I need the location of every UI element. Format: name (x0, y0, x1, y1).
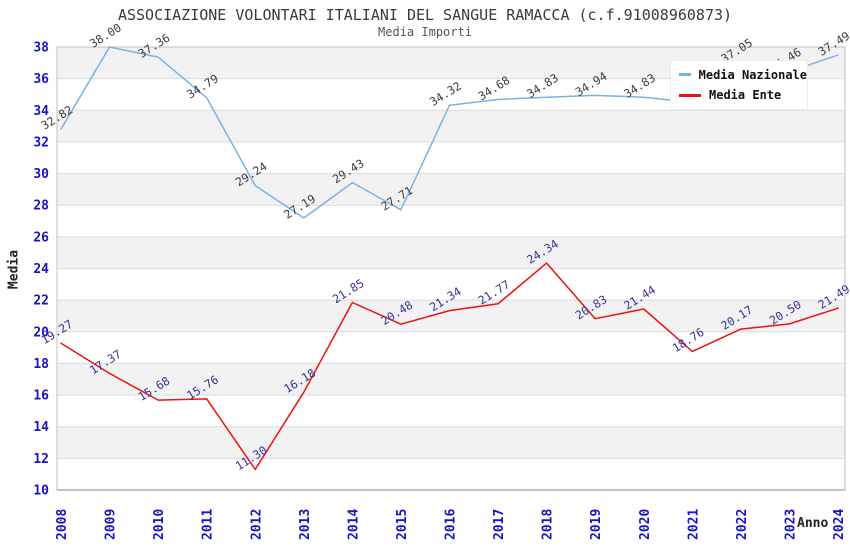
svg-text:2024: 2024 (832, 509, 847, 540)
svg-text:2011: 2011 (201, 509, 216, 540)
svg-text:2022: 2022 (735, 509, 750, 540)
svg-text:2014: 2014 (346, 509, 361, 540)
svg-text:2015: 2015 (395, 509, 410, 540)
legend-item-media-nazionale: Media Nazionale (679, 68, 807, 82)
svg-text:2019: 2019 (589, 509, 604, 540)
media-nazionale-line-swatch (679, 73, 691, 77)
svg-text:18: 18 (33, 357, 49, 372)
svg-text:2009: 2009 (104, 509, 119, 540)
svg-text:32: 32 (33, 135, 49, 150)
svg-text:2021: 2021 (686, 509, 701, 540)
svg-text:34: 34 (33, 104, 49, 119)
svg-text:26: 26 (33, 230, 49, 245)
legend-item-media-ente: Media Ente (679, 88, 807, 102)
svg-text:2008: 2008 (55, 509, 70, 540)
svg-text:20: 20 (33, 325, 49, 340)
svg-text:16: 16 (33, 389, 49, 404)
grid-bands (57, 47, 845, 459)
x-tick-labels: 2008 2009 2010 2011 2012 2013 2014 2015 2016 2017… (55, 509, 847, 540)
chart-subtitle: Media Importi (378, 25, 472, 39)
svg-text:2020: 2020 (638, 509, 653, 540)
svg-text:36: 36 (33, 72, 49, 87)
svg-text:12: 12 (33, 452, 49, 467)
svg-text:2016: 2016 (444, 509, 459, 540)
y-tick-labels: 10 12 14 16 18 20 22 24 26 28 30 32 34 36 38 (33, 41, 49, 499)
svg-text:28: 28 (33, 199, 49, 214)
svg-text:2018: 2018 (541, 509, 556, 540)
legend-label-media-nazionale: Media Nazionale (698, 67, 807, 82)
legend-label-media-ente: Media Ente (709, 88, 782, 103)
svg-text:10: 10 (33, 484, 49, 499)
svg-text:2023: 2023 (783, 509, 798, 540)
media-ente-line-swatch (679, 93, 701, 97)
chart-title: ASSOCIAZIONE VOLONTARI ITALIANI DEL SANG… (117, 6, 733, 24)
svg-text:2013: 2013 (298, 509, 313, 540)
svg-text:22: 22 (33, 294, 49, 309)
legend: Media Nazionale Media Ente (670, 60, 808, 110)
svg-text:14: 14 (33, 420, 49, 435)
svg-text:2012: 2012 (249, 509, 264, 540)
svg-text:30: 30 (33, 167, 49, 182)
svg-text:38: 38 (33, 41, 49, 56)
line-media-ente (60, 262, 839, 471)
svg-text:2010: 2010 (152, 509, 167, 540)
svg-text:38.00: 38.00 (87, 20, 124, 50)
svg-text:24: 24 (33, 262, 49, 277)
svg-text:2017: 2017 (492, 509, 507, 540)
x-axis-title: Anno (797, 516, 829, 531)
